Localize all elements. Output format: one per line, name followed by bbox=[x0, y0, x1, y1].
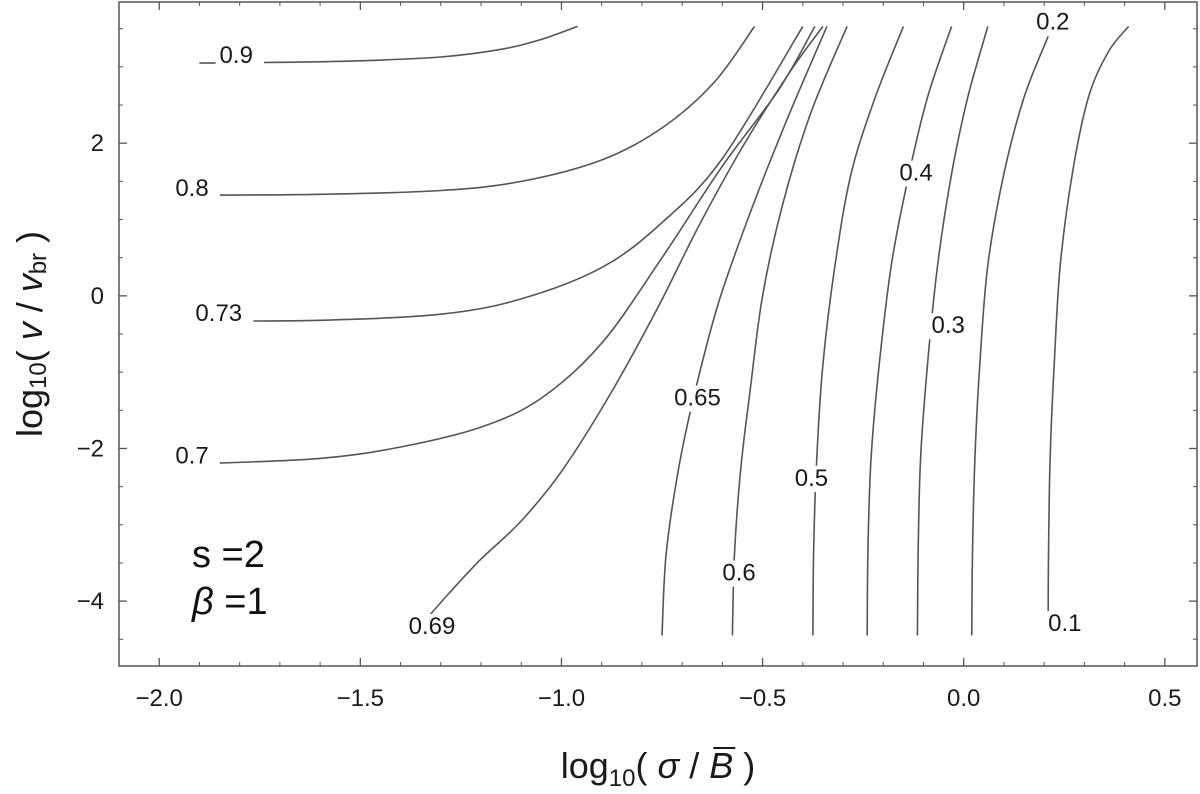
y-tick-label: 0 bbox=[91, 283, 104, 310]
contour-label-background bbox=[718, 560, 767, 587]
contour-label-0-5: 0.5 bbox=[795, 465, 828, 492]
contour-label-background bbox=[790, 465, 840, 492]
x-tick-label: −1.5 bbox=[337, 685, 384, 712]
contour-line-0-4 bbox=[866, 26, 953, 636]
x-axis: −2.0 −1.5 −1.0 −0.5 0.0 0.5 bbox=[136, 2, 1182, 712]
contour-label-background bbox=[670, 385, 733, 412]
contour-line-0-5 bbox=[812, 26, 905, 636]
x-tick-label: −1.0 bbox=[538, 685, 585, 712]
x-tick-label: −2.0 bbox=[136, 685, 183, 712]
contour-label-0-8: 0.8 bbox=[175, 175, 208, 202]
contour-line-0-9 bbox=[199, 25, 578, 64]
contour-label-0-1: 0.1 bbox=[1048, 610, 1081, 637]
contour-label-background bbox=[1032, 9, 1081, 36]
contour-label-background bbox=[215, 43, 265, 70]
contour-label-0-69: 0.69 bbox=[409, 613, 456, 640]
x-tick-label: −0.5 bbox=[739, 685, 786, 712]
contour-label-0-6: 0.6 bbox=[722, 560, 755, 587]
contour-label-background bbox=[171, 443, 220, 470]
contour-label-0-7: 0.7 bbox=[175, 443, 208, 470]
parameter-annotation-beta: β =1 bbox=[191, 581, 268, 623]
contour-label-background bbox=[927, 313, 977, 340]
y-tick-label: −2 bbox=[77, 435, 104, 462]
contour-line-0-2 bbox=[970, 36, 1049, 636]
contour-label-0-65: 0.65 bbox=[674, 385, 721, 412]
contour-label-0-9: 0.9 bbox=[220, 42, 253, 69]
contour-label-background bbox=[191, 301, 254, 328]
y-tick-label: −4 bbox=[77, 588, 104, 615]
x-tick-label: 0.5 bbox=[1148, 685, 1181, 712]
contour-label-background bbox=[171, 175, 220, 202]
y-axis: −4 −2 0 2 bbox=[77, 28, 1197, 640]
contour-line-0-7 bbox=[199, 26, 816, 465]
parameter-annotation-s: s =2 bbox=[192, 534, 265, 576]
contour-label-0-73: 0.73 bbox=[195, 300, 242, 327]
contour-label-0-2: 0.2 bbox=[1036, 8, 1069, 35]
contour-line-0-69 bbox=[420, 25, 824, 627]
plot-frame bbox=[118, 1, 1198, 667]
contour-label-0-4: 0.4 bbox=[899, 160, 932, 187]
contour-label-background bbox=[404, 613, 467, 640]
contour-line-0-8 bbox=[199, 25, 756, 196]
x-axis-title: log10( σ / B ) bbox=[561, 745, 756, 792]
contour-label-background bbox=[1044, 610, 1093, 637]
contour-line-0-65 bbox=[661, 26, 828, 636]
contour-line-0-1 bbox=[1047, 25, 1130, 625]
contour-label-0-3: 0.3 bbox=[932, 312, 965, 339]
contour-label-background bbox=[895, 160, 944, 187]
contour-line-0-73 bbox=[199, 25, 804, 322]
x-tick-label: 0.0 bbox=[947, 685, 980, 712]
contour-labels: 0.9 0.8 0.73 0.7 0.69 0.65 0.6 0.5 0.4 0.3 0.2 0.1 bbox=[171, 8, 1093, 640]
contour-line-0-6 bbox=[731, 26, 848, 636]
y-axis-title: log10( v / vbr ) bbox=[9, 231, 53, 437]
y-tick-label: 2 bbox=[91, 130, 104, 157]
contour-lines bbox=[199, 25, 1130, 636]
